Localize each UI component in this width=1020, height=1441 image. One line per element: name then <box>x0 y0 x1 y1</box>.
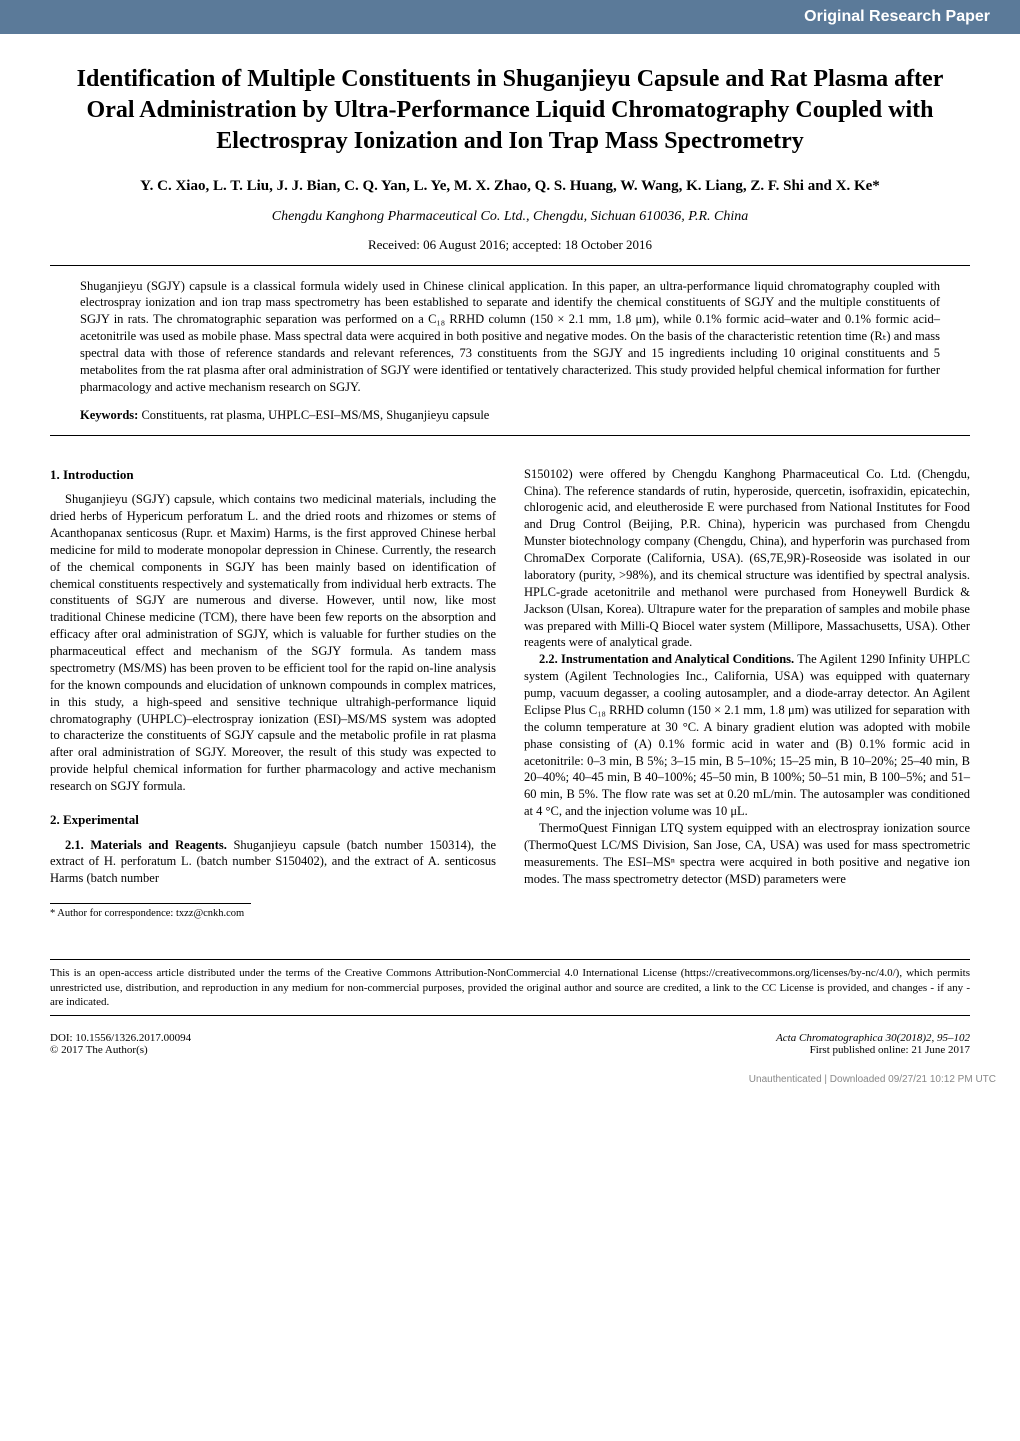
sub22-para: 2.2. Instrumentation and Analytical Cond… <box>524 651 970 820</box>
affiliation: Chengdu Kanghong Pharmaceutical Co. Ltd.… <box>50 209 970 225</box>
sub22-body: The Agilent 1290 Infinity UHPLC system (… <box>524 652 970 818</box>
sub21-para-left: 2.1. Materials and Reagents. Shuganjieyu… <box>50 837 496 888</box>
keywords: Keywords: Constituents, rat plasma, UHPL… <box>80 408 940 423</box>
left-column: 1. Introduction Shuganjieyu (SGJY) capsu… <box>50 466 496 922</box>
paper-title: Identification of Multiple Constituents … <box>50 64 970 158</box>
abstract: Shuganjieyu (SGJY) capsule is a classica… <box>80 278 940 396</box>
correspondence-footnote: * Author for correspondence: txzz@cnkh.c… <box>50 903 251 921</box>
footer-pubdate: First published online: 21 June 2017 <box>776 1044 970 1056</box>
keywords-text: Constituents, rat plasma, UHPLC–ESI–MS/M… <box>141 408 489 422</box>
right-column: S150102) were offered by Chengdu Kanghon… <box>524 466 970 922</box>
footer-right: Acta Chromatographica 30(2018)2, 95–102 … <box>776 1032 970 1056</box>
watermark: Unauthenticated | Downloaded 09/27/21 10… <box>0 1070 1020 1095</box>
footer-doi: DOI: 10.1556/1326.2017.00094 <box>50 1032 191 1044</box>
authors: Y. C. Xiao, L. T. Liu, J. J. Bian, C. Q.… <box>50 176 970 197</box>
sub22-body2: ThermoQuest Finnigan LTQ system equipped… <box>524 820 970 888</box>
sub22-heading: 2.2. Instrumentation and Analytical Cond… <box>539 652 794 666</box>
content-area: Identification of Multiple Constituents … <box>0 34 1020 941</box>
rule-bottom <box>50 435 970 436</box>
footer-copyright: © 2017 The Author(s) <box>50 1044 191 1056</box>
footer-journal: Acta Chromatographica 30(2018)2, 95–102 <box>776 1032 970 1044</box>
sub21-body-right: S150102) were offered by Chengdu Kanghon… <box>524 466 970 652</box>
license-box: This is an open-access article distribut… <box>50 959 970 1016</box>
header-bar: Original Research Paper <box>0 0 1020 34</box>
footer: DOI: 10.1556/1326.2017.00094 © 2017 The … <box>0 1026 1020 1070</box>
two-column-body: 1. Introduction Shuganjieyu (SGJY) capsu… <box>50 466 970 922</box>
section-heading-experimental: 2. Experimental <box>50 811 496 829</box>
keywords-label: Keywords: <box>80 408 138 422</box>
dates: Received: 06 August 2016; accepted: 18 O… <box>50 237 970 253</box>
footer-left: DOI: 10.1556/1326.2017.00094 © 2017 The … <box>50 1032 191 1056</box>
header-label: Original Research Paper <box>804 8 990 25</box>
intro-body: Shuganjieyu (SGJY) capsule, which contai… <box>50 491 496 795</box>
sub21-heading: 2.1. Materials and Reagents. <box>65 838 227 852</box>
section-heading-intro: 1. Introduction <box>50 466 496 484</box>
rule-top <box>50 265 970 266</box>
